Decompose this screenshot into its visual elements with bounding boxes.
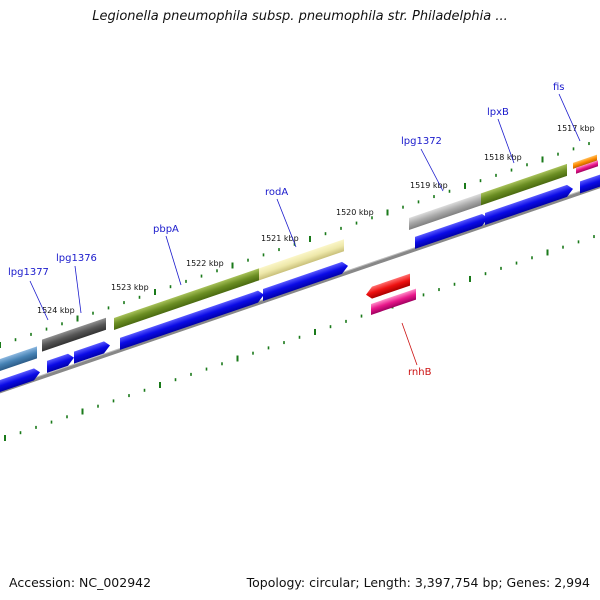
cds-arrow-lpg1372[interactable] xyxy=(415,212,488,249)
gene-label-rnhB[interactable]: rnhB xyxy=(408,367,432,378)
genome-backbone xyxy=(0,184,600,394)
scale-ticks-upper xyxy=(0,142,590,348)
cds-arrow-1[interactable] xyxy=(0,366,40,394)
feature-rnhB-arrow[interactable] xyxy=(366,273,410,301)
cds-arrow-rodA[interactable] xyxy=(263,260,348,301)
kbp-label-1518: 1518 kbp xyxy=(484,153,522,162)
feature-rnhB[interactable] xyxy=(371,288,416,315)
topology-text: Topology: circular; Length: 3,397,754 bp… xyxy=(246,575,590,590)
kbp-label-1520: 1520 kbp xyxy=(336,208,374,217)
cds-arrow-pbpA[interactable] xyxy=(120,289,264,350)
feature-fis[interactable] xyxy=(573,154,597,169)
gene-label-lpg1372[interactable]: lpg1372 xyxy=(401,136,442,147)
leader-lpg1376 xyxy=(74,265,82,314)
feature-lpg1372[interactable] xyxy=(409,193,481,230)
leader-rnhB xyxy=(401,322,418,366)
leader-rodA xyxy=(276,198,297,248)
gene-label-lpxB[interactable]: lpxB xyxy=(487,107,509,118)
cds-arrow-lpg1376[interactable] xyxy=(74,339,110,364)
leader-lpg1377 xyxy=(29,280,49,321)
gene-label-rodA[interactable]: rodA xyxy=(265,187,288,198)
feature-lpg1376[interactable] xyxy=(69,317,106,343)
leader-fis xyxy=(558,93,581,142)
kbp-label-1521: 1521 kbp xyxy=(261,234,299,243)
kbp-label-1524: 1524 kbp xyxy=(37,306,75,315)
leader-lpxB xyxy=(497,118,515,164)
kbp-label-1519: 1519 kbp xyxy=(410,181,448,190)
leader-pbpA xyxy=(165,235,182,286)
gene-label-fis[interactable]: fis xyxy=(553,82,565,93)
map-title: Legionella pneumophila subsp. pneumophil… xyxy=(92,9,508,24)
kbp-label-1523: 1523 kbp xyxy=(111,283,149,292)
feature-lpxB[interactable] xyxy=(481,163,567,206)
feature-rodA[interactable] xyxy=(259,239,344,281)
accession-text: Accession: NC_002942 xyxy=(9,575,152,590)
kbp-label-1517: 1517 kbp xyxy=(557,124,595,133)
cds-arrow-lpxB[interactable] xyxy=(485,183,573,225)
feature-pbpA[interactable] xyxy=(114,268,259,330)
feature-steelblue[interactable] xyxy=(0,346,37,373)
gene-label-lpg1376[interactable]: lpg1376 xyxy=(56,253,97,264)
cds-arrow-fis[interactable] xyxy=(580,172,600,194)
gene-label-lpg1377[interactable]: lpg1377 xyxy=(8,267,49,278)
leader-lpg1372 xyxy=(420,148,444,192)
kbp-label-1522: 1522 kbp xyxy=(186,259,224,268)
cds-arrow-lpg1377[interactable] xyxy=(47,352,74,373)
feature-lpg1377[interactable] xyxy=(42,330,69,352)
gene-label-pbpA[interactable]: pbpA xyxy=(153,224,179,235)
feature-fis-cds[interactable] xyxy=(576,160,598,174)
